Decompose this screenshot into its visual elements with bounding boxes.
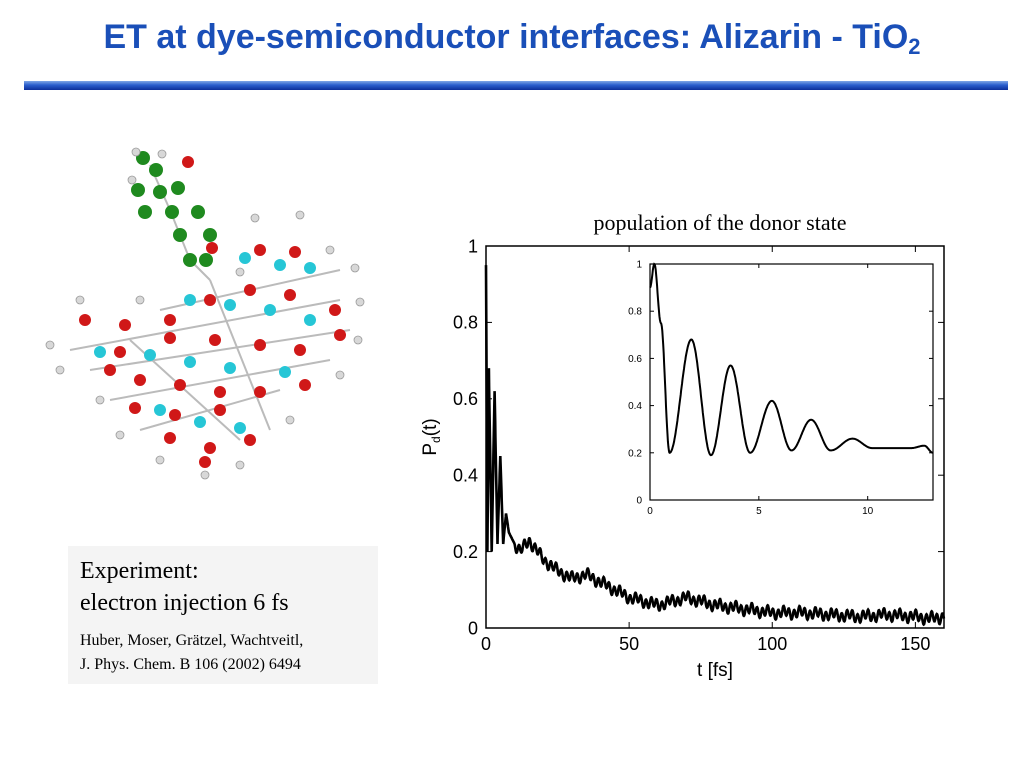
inset-y-tick-label: 0.4	[628, 401, 642, 412]
inset-y-tick-label: 1	[636, 260, 642, 271]
slide-title: ET at dye-semiconductor interfaces: Aliz…	[103, 18, 921, 59]
main-y-tick-label: 0.8	[453, 313, 478, 333]
main-y-tick-label: 0.6	[453, 389, 478, 409]
inset-x-tick-label: 0	[647, 506, 653, 517]
y-axis-label: Pd(t)	[420, 418, 443, 455]
reference-journal: J. Phys. Chem. B 106 (2002) 6494	[80, 656, 301, 673]
main-y-tick-label: 0.2	[453, 542, 478, 562]
main-x-tick-label: 100	[757, 634, 787, 654]
inset-x-tick-label: 10	[862, 506, 874, 517]
reference-authors: Huber, Moser, Grätzel, Wachtveitl,	[80, 632, 304, 649]
inset-x-tick-label: 5	[756, 506, 762, 517]
main-y-tick-label: 0	[468, 618, 478, 638]
inset-y-tick-label: 0	[636, 496, 642, 507]
molecule-structure-icon	[45, 147, 365, 480]
main-x-tick-label: 50	[619, 634, 639, 654]
experiment-result: electron injection 6 fs	[80, 590, 289, 616]
experiment-heading: Experiment:	[80, 558, 199, 584]
main-series-line	[484, 265, 946, 627]
main-x-tick-label: 150	[900, 634, 930, 654]
title-divider	[24, 81, 1008, 90]
main-x-tick-label: 0	[481, 634, 491, 654]
main-y-tick-label: 0.4	[453, 466, 478, 486]
inset-plot-frame	[649, 263, 934, 501]
inset-y-tick-label: 0.6	[628, 354, 642, 365]
x-axis-label: t [fs]	[697, 660, 733, 681]
inset-y-tick-label: 0.8	[628, 307, 642, 318]
main-y-tick-label: 1	[468, 236, 478, 256]
chart-title: population of the donor state	[593, 210, 847, 235]
inset-background	[650, 264, 933, 500]
inset-y-tick-label: 0.2	[628, 448, 642, 459]
inset-series-line	[649, 262, 934, 457]
main-plot-frame	[485, 245, 945, 629]
experiment-info-box: Experiment: electron injection 6 fs Hube…	[68, 546, 378, 684]
